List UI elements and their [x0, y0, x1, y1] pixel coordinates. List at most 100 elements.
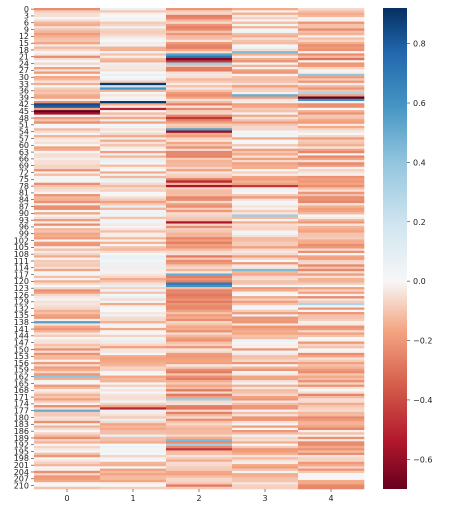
heatmap-cell	[100, 82, 167, 86]
heatmap-cell	[298, 101, 365, 104]
heatmap-cell	[34, 400, 101, 404]
heatmap-cell	[232, 8, 299, 11]
heatmap-cell	[298, 473, 365, 476]
heatmap-cell	[298, 85, 365, 88]
heatmap-cell	[298, 139, 365, 143]
heatmap-cell	[166, 57, 233, 61]
heatmap-cell	[298, 35, 365, 38]
heatmap-cell	[166, 153, 233, 156]
heatmap-cell	[166, 189, 233, 193]
heatmap-cell	[100, 325, 167, 329]
heatmap-cell	[298, 71, 365, 75]
heatmap-cell	[166, 53, 233, 56]
heatmap-cell	[232, 264, 299, 267]
heatmap-cell	[166, 200, 233, 204]
heatmap-cell	[166, 101, 233, 104]
heatmap-cell	[100, 175, 167, 179]
heatmap-cell	[34, 414, 101, 417]
heatmap-cell	[100, 461, 167, 465]
heatmap-cell	[166, 287, 233, 290]
heatmap-cell	[34, 459, 101, 463]
heatmap-cell	[166, 350, 233, 354]
heatmap-cell	[166, 364, 233, 367]
heatmap-cell	[100, 207, 167, 211]
heatmap-cell	[100, 357, 167, 360]
heatmap-cell	[232, 85, 299, 88]
heatmap-cell	[34, 391, 101, 395]
row-tick-label: 183	[14, 420, 29, 429]
heatmap-cell	[298, 223, 365, 227]
heatmap-cell	[166, 116, 233, 120]
heatmap-cell	[298, 305, 365, 308]
heatmap-cell	[166, 475, 233, 478]
heatmap-cell	[100, 339, 167, 342]
heatmap-cell	[100, 318, 167, 322]
heatmap-cell	[34, 305, 101, 308]
heatmap-cell	[100, 110, 167, 113]
heatmap-cell	[34, 452, 101, 456]
heatmap-cell	[34, 10, 101, 13]
heatmap-cell	[232, 157, 299, 161]
heatmap-cell	[100, 332, 167, 336]
heatmap-cell	[232, 110, 299, 113]
heatmap-cell	[166, 230, 233, 233]
heatmap-cell	[100, 80, 167, 84]
heatmap-cell	[34, 203, 101, 206]
heatmap-cell	[100, 384, 167, 388]
heatmap-cell	[34, 187, 101, 190]
heatmap-cell	[100, 114, 167, 118]
heatmap-cell	[298, 262, 365, 265]
heatmap-cell	[298, 464, 365, 467]
heatmap-cell	[166, 318, 233, 322]
heatmap-cell	[34, 312, 101, 315]
heatmap-cell	[34, 132, 101, 136]
heatmap-cell	[34, 473, 101, 476]
heatmap-cell	[298, 300, 365, 304]
heatmap-cell	[298, 237, 365, 240]
heatmap-cell	[34, 150, 101, 154]
heatmap-cell	[298, 30, 365, 34]
heatmap-cell	[298, 98, 365, 102]
row-tick-label: 162	[14, 372, 29, 381]
heatmap-cell	[298, 130, 365, 134]
heatmap-cell	[232, 105, 299, 109]
heatmap-cell	[34, 85, 101, 88]
heatmap-cell	[100, 470, 167, 474]
row-tick-label: 0	[24, 5, 29, 14]
heatmap-cell	[298, 271, 365, 274]
heatmap-cell	[34, 284, 101, 288]
heatmap-cell	[298, 166, 365, 170]
heatmap-cell	[34, 114, 101, 118]
row-tick-label: 84	[19, 196, 29, 205]
row-tick-label: 144	[14, 332, 29, 341]
heatmap-cell	[34, 278, 101, 281]
heatmap-cell	[166, 436, 233, 440]
heatmap-cell	[298, 468, 365, 472]
heatmap-cell	[298, 144, 365, 147]
heatmap-cell	[232, 414, 299, 417]
heatmap-cell	[232, 384, 299, 388]
heatmap-cell	[34, 275, 101, 279]
heatmap-cell	[34, 66, 101, 70]
heatmap-cell	[232, 307, 299, 311]
heatmap-cell	[34, 484, 101, 488]
heatmap-cell	[34, 241, 101, 245]
heatmap-cell	[232, 225, 299, 229]
heatmap-cell	[34, 121, 101, 125]
heatmap-cell	[166, 205, 233, 208]
heatmap-cell	[298, 405, 365, 408]
heatmap-cell	[298, 380, 365, 383]
heatmap-cell	[34, 234, 101, 238]
heatmap-cell	[232, 327, 299, 331]
heatmap-cell	[298, 148, 365, 152]
heatmap-cell	[100, 141, 167, 145]
heatmap-cell	[100, 457, 167, 460]
heatmap-cell	[298, 443, 365, 447]
heatmap-cell	[298, 203, 365, 206]
heatmap-cell	[34, 321, 101, 324]
heatmap-cell	[34, 103, 101, 106]
heatmap-cell	[100, 448, 167, 451]
heatmap-cell	[34, 339, 101, 342]
heatmap-cell	[298, 268, 365, 272]
